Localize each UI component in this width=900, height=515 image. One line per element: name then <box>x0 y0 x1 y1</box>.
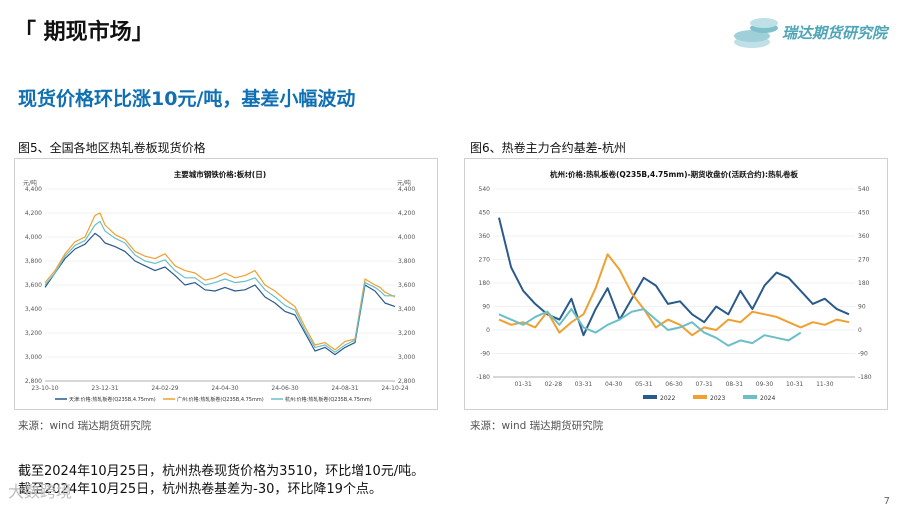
y-tick-label: 450 <box>479 210 491 217</box>
x-tick-label: 24-06-30 <box>271 385 298 392</box>
figure5-source: 来源：wind 瑞达期货研究院 <box>18 420 152 432</box>
legend-label: 天津:价格:热轧板卷(Q235B,4.75mm) <box>69 396 156 403</box>
y-tick-label-right: 4,200 <box>398 210 415 217</box>
watermark: 大数跨境 <box>8 482 73 501</box>
basis-chart: 杭州:价格:热轧板卷(Q235B,4.75mm)-期货收盘价(活跃合约):热轧卷… <box>476 169 872 402</box>
series-line-1 <box>44 232 396 356</box>
y-tick-label-right: 3,200 <box>398 330 415 337</box>
y-tick-label-right: 4,400 <box>398 186 415 193</box>
legend-label: 广州:价格:热轧板卷(Q235B,4.75mm) <box>177 396 264 403</box>
y-tick-label-right: 3,400 <box>398 306 415 313</box>
series-line-3 <box>498 308 802 347</box>
logo-coins-icon <box>734 18 778 48</box>
y-tick-label: 4,400 <box>25 186 42 193</box>
chart-title: 主要城市钢铁价格:板材(日) <box>174 169 266 179</box>
legend-label: 2023 <box>710 395 725 402</box>
x-tick-label: 03-31 <box>575 381 593 388</box>
figure5-caption: 图5、全国各地区热轧卷板现货价格 <box>18 141 206 155</box>
y-tick-label: 3,000 <box>25 354 42 361</box>
logo-text: 瑞达期货研究院 <box>782 24 888 42</box>
series-line-1 <box>498 217 850 337</box>
y-tick-label-right: -90 <box>858 351 868 358</box>
x-tick-label: 02-28 <box>545 381 563 388</box>
legend-label: 2022 <box>660 395 675 402</box>
x-tick-label: 04-30 <box>605 381 623 388</box>
y-tick-label-right: 3,800 <box>398 258 415 265</box>
legend-swatch <box>693 395 707 399</box>
legend-swatch <box>743 395 757 399</box>
y-tick-label: 360 <box>479 233 491 240</box>
y-tick-label-right: 270 <box>858 257 870 264</box>
x-tick-label: 08-31 <box>726 381 744 388</box>
x-tick-label: 24-02-29 <box>151 385 178 392</box>
y-tick-label: 90 <box>482 304 490 311</box>
y-tick-label-right: 0 <box>858 327 862 334</box>
headline: 现货价格环比涨10元/吨，基差小幅波动 <box>18 88 356 110</box>
y-tick-label-right: 3,000 <box>398 354 415 361</box>
y-tick-label-right: 4,000 <box>398 234 415 241</box>
figure6-frame: 杭州:价格:热轧板卷(Q235B,4.75mm)-期货收盘价(活跃合约):热轧卷… <box>464 158 888 410</box>
figure6-source: 来源：wind 瑞达期货研究院 <box>470 420 604 432</box>
figure6-caption: 图6、热卷主力合约基差-杭州 <box>470 141 626 155</box>
x-tick-label: 23-10-10 <box>31 385 58 392</box>
y-tick-label: 3,400 <box>25 306 42 313</box>
y-tick-label: 180 <box>479 280 491 287</box>
figure5-frame: 主要城市钢铁价格:板材(日) 元/吨 元/吨 4,400 4,400 4,200 4,200… <box>14 158 438 410</box>
y-tick-label: 4,200 <box>25 210 42 217</box>
legend-label: 杭州:价格:热轧板卷(Q235B,4.75mm) <box>285 396 372 403</box>
x-tick-label: 06-30 <box>665 381 683 388</box>
legend-label: 2024 <box>760 395 775 402</box>
x-tick-label: 09-30 <box>756 381 774 388</box>
legend-swatch <box>643 395 657 399</box>
series-line-3 <box>44 220 395 353</box>
y-tick-label-right: 180 <box>858 280 870 287</box>
y-tick-label: 0 <box>486 327 490 334</box>
y-tick-label-right: 540 <box>858 186 870 193</box>
y-tick-label: 3,600 <box>25 282 42 289</box>
x-tick-label: 05-31 <box>635 381 653 388</box>
y-tick-label: 4,000 <box>25 234 42 241</box>
x-tick-label: 07-31 <box>695 381 713 388</box>
page-number: 7 <box>883 496 890 507</box>
series-line-2 <box>498 253 850 337</box>
x-tick-label: 24-10-24 <box>381 385 408 392</box>
y-tick-label-right: -180 <box>858 374 872 381</box>
x-tick-label: 01-31 <box>514 381 532 388</box>
x-tick-label: 24-08-31 <box>331 385 358 392</box>
y-tick-label: 540 <box>479 186 491 193</box>
y-tick-label-right: 90 <box>858 304 866 311</box>
y-tick-label-right: 2,800 <box>398 378 415 385</box>
y-unit-left: 元/吨 <box>23 179 37 187</box>
x-tick-label: 23-12-31 <box>91 385 118 392</box>
note-spot-price: 截至2024年10月25日，杭州热卷现货价格为3510，环比增10元/吨。 <box>18 464 425 479</box>
y-tick-label: 2,800 <box>25 378 42 385</box>
y-tick-label: 270 <box>479 257 491 264</box>
y-tick-label-right: 450 <box>858 210 870 217</box>
y-tick-label: -180 <box>476 374 490 381</box>
x-tick-label: 10-31 <box>786 381 804 388</box>
y-tick-label: 3,200 <box>25 330 42 337</box>
y-unit-right: 元/吨 <box>397 179 411 187</box>
y-tick-label: 3,800 <box>25 258 42 265</box>
chart-title: 杭州:价格:热轧板卷(Q235B,4.75mm)-期货收盘价(活跃合约):热轧卷… <box>550 169 799 179</box>
y-tick-label-right: 360 <box>858 233 870 240</box>
y-tick-label-right: 3,600 <box>398 282 415 289</box>
x-tick-label: 11-30 <box>816 381 834 388</box>
section-title: 「 期现市场」 <box>14 20 154 45</box>
note-basis: 截至2024年10月25日，杭州热卷基差为-30，环比降19个点。 <box>18 482 382 497</box>
x-tick-label: 24-04-30 <box>211 385 238 392</box>
series-line-2 <box>44 212 396 351</box>
y-tick-label: -90 <box>480 351 490 358</box>
